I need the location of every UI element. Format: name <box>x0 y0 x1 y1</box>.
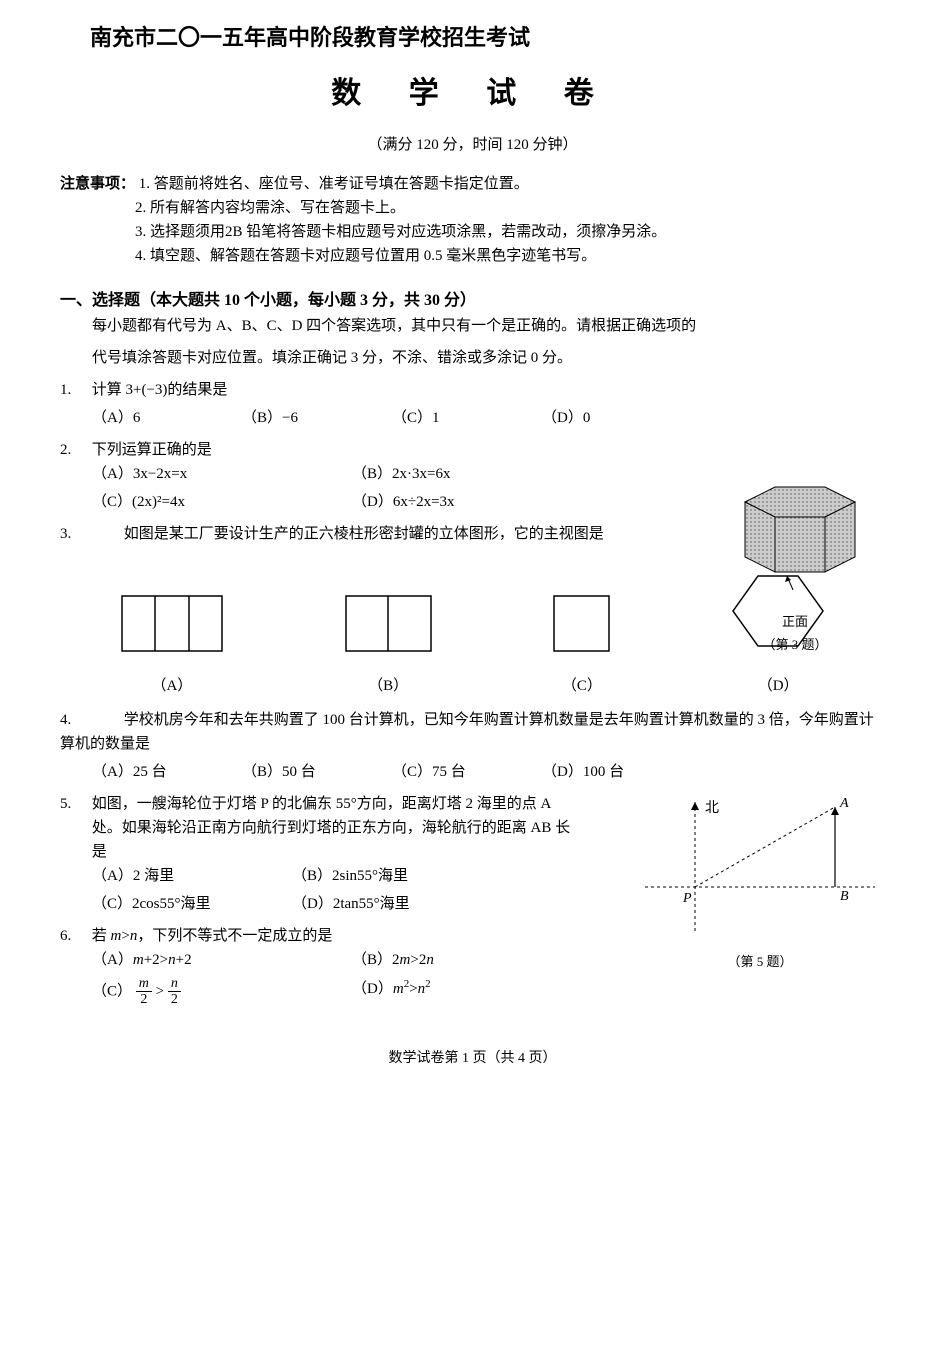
q6-option-c: （C） m2 > n2 <box>92 976 352 1008</box>
q2-option-c: （C）(2x)²=4x <box>92 490 352 514</box>
point-a-label: A <box>839 796 849 811</box>
q3-option-a-label: （A） <box>117 674 227 698</box>
question-1: 1. 计算 3+(−3)的结果是 （A）6 （B）−6 （C）1 （D）0 <box>60 378 885 430</box>
q3-option-c-figure: （C） <box>549 591 614 698</box>
question-4: 4. 学校机房今年和去年共购置了 100 台计算机，已知今年购置计算机数量是去年… <box>60 708 885 784</box>
q5-text: 如图，一艘海轮位于灯塔 P 的北偏东 55°方向，距离灯塔 2 海里的点 A 处… <box>92 792 572 864</box>
q4-option-c: （C）75 台 <box>392 760 532 784</box>
q5-option-b: （B）2sin55°海里 <box>292 864 492 888</box>
q3-option-c-label: （C） <box>549 674 614 698</box>
instruction-1: 1. 答题前将姓名、座位号、准考证号填在答题卡指定位置。 <box>139 176 529 192</box>
point-p-label: P <box>682 891 692 906</box>
q1-number: 1. <box>60 378 88 402</box>
q3-text: 如图是某工厂要设计生产的正六棱柱形密封罐的立体图形，它的主视图是 <box>124 522 604 546</box>
subject-title: 数 学 试 卷 <box>60 70 885 118</box>
q6-option-d: （D）m2>n2 <box>352 976 612 1008</box>
q6-option-b: （B）2m>2n <box>352 948 612 972</box>
q1-option-a: （A）6 <box>92 406 232 430</box>
instruction-3: 3. 选择题须用2B 铅笔将答题卡相应题号对应选项涂黑，若需改动，须擦净另涂。 <box>135 220 885 244</box>
q2-number: 2. <box>60 438 88 462</box>
q1-option-d: （D）0 <box>542 406 682 430</box>
q2-text: 下列运算正确的是 <box>92 442 212 458</box>
q4-option-b: （B）50 台 <box>242 760 382 784</box>
q1-text: 计算 3+(−3)的结果是 <box>92 382 228 398</box>
section-1-title: 一、选择题（本大题共 10 个小题，每小题 3 分，共 30 分） <box>60 288 885 314</box>
q3-face-label: 正面 <box>705 612 885 633</box>
q6-option-a: （A）m+2>n+2 <box>92 948 352 972</box>
q1-option-b: （B）−6 <box>242 406 382 430</box>
instructions: 注意事项： 1. 答题前将姓名、座位号、准考证号填在答题卡指定位置。 2. 所有… <box>60 172 885 268</box>
instruction-4: 4. 填空题、解答题在答题卡对应题号位置用 0.5 毫米黑色字迹笔书写。 <box>135 244 885 268</box>
instructions-label: 注意事项： <box>60 172 135 196</box>
q5-option-d: （D）2tan55°海里 <box>292 892 492 916</box>
q5-option-a: （A）2 海里 <box>92 864 292 888</box>
q3-number: 3. <box>60 522 88 546</box>
question-3: 正面 （第 3 题） 3. 如图是某工厂要设计生产的正六棱柱形密封罐的立体图形，… <box>60 522 885 698</box>
instruction-2: 2. 所有解答内容均需涂、写在答题卡上。 <box>135 196 885 220</box>
section-1-desc-2: 代号填涂答题卡对应位置。填涂正确记 3 分，不涂、错涂或多涂记 0 分。 <box>92 346 885 370</box>
q4-number: 4. <box>60 708 88 732</box>
q4-option-d: （D）100 台 <box>542 760 682 784</box>
q3-caption: （第 3 题） <box>705 635 885 656</box>
q2-option-a: （A）3x−2x=x <box>92 462 352 486</box>
question-6: 6. 若 m>n，下列不等式不一定成立的是 （A）m+2>n+2 （B）2m>2… <box>60 924 885 1008</box>
q4-option-a: （A）25 台 <box>92 760 232 784</box>
q3-option-d-label: （D） <box>728 674 828 698</box>
page-footer: 数学试卷第 1 页（共 4 页） <box>60 1048 885 1070</box>
q1-option-c: （C）1 <box>392 406 532 430</box>
q2-option-d: （D）6x÷2x=3x <box>352 490 612 514</box>
q6-number: 6. <box>60 924 88 948</box>
q5-number: 5. <box>60 792 88 816</box>
score-time: （满分 120 分，时间 120 分钟） <box>60 133 885 157</box>
q3-option-b-label: （B） <box>341 674 436 698</box>
q2-option-b: （B）2x·3x=6x <box>352 462 612 486</box>
q3-option-b-figure: （B） <box>341 591 436 698</box>
q4-text: 学校机房今年和去年共购置了 100 台计算机，已知今年购置计算机数量是去年购置计… <box>60 712 874 752</box>
q3-option-a-figure: （A） <box>117 591 227 698</box>
point-b-label: B <box>840 889 849 904</box>
q6-text: 若 m>n，下列不等式不一定成立的是 <box>92 928 333 944</box>
question-5: 北 A B P （第 5 题） 5. 如图，一艘海轮位于灯塔 P 的北偏东 55… <box>60 792 885 916</box>
north-label: 北 <box>705 800 719 816</box>
exam-header: 南充市二〇一五年高中阶段教育学校招生考试 <box>90 20 885 55</box>
q5-option-c: （C）2cos55°海里 <box>92 892 292 916</box>
hexagonal-prism-figure: 正面 （第 3 题） <box>705 472 885 602</box>
section-1-desc-1: 每小题都有代号为 A、B、C、D 四个答案选项，其中只有一个是正确的。请根据正确… <box>92 314 885 338</box>
